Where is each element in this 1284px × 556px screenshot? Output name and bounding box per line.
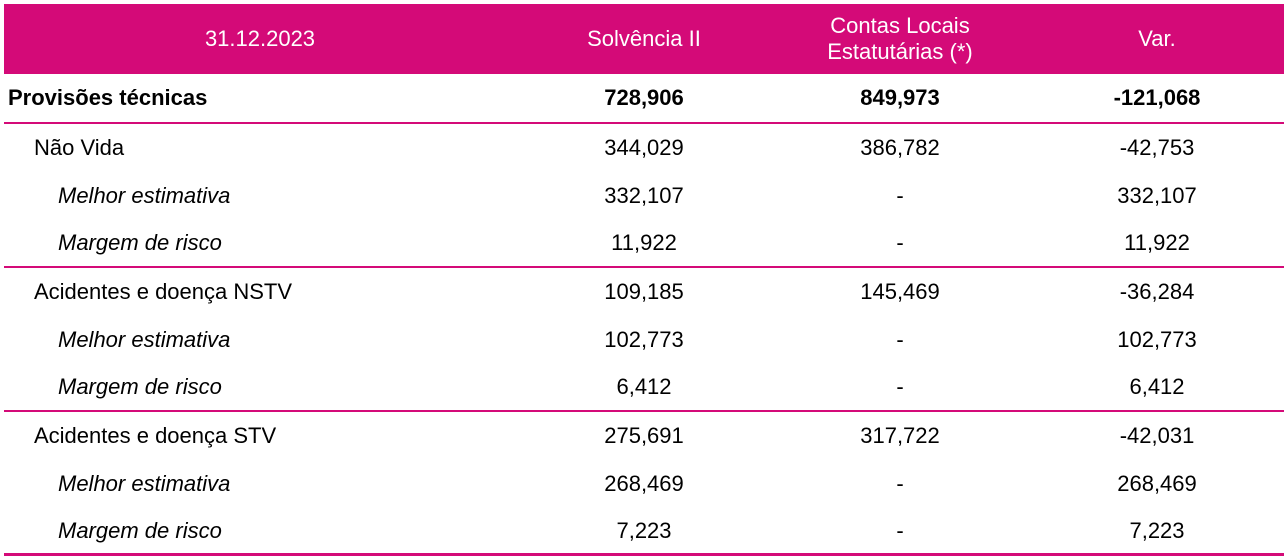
cell-var: 11,922 [1124,230,1190,255]
table-row: Acidentes e doença NSTV 109,185 145,469 -36… [4,268,1284,316]
header-date: 31.12.2023 [204,26,316,51]
cell-solvencia: 6,412 [616,374,672,399]
cell-label: Acidentes e doença STV [34,423,277,448]
table-body: Provisões técnicas 728,906 849,973 -121,068… [4,74,1284,556]
cell-var: 6,412 [1129,374,1185,399]
table-row: Não Vida 344,029 386,782 -42,753 [4,124,1284,172]
cell-label: Margem de risco [58,230,222,255]
cell-label: Não Vida [34,135,125,160]
table-row: Margem de risco 11,922 - 11,922 [4,220,1284,268]
cell-label: Melhor estimativa [58,327,231,352]
table-row: Provisões técnicas 728,906 849,973 -121,068 [4,74,1284,124]
table-row: Melhor estimativa 332,107 - 332,107 [4,172,1284,220]
header-solvencia: Solvência II [587,26,701,51]
header-contas-locais: Contas Locais Estatutárias (*) [772,13,1028,65]
cell-contas: - [896,517,904,543]
table-row: Melhor estimativa 268,469 - 268,469 [4,460,1284,508]
cell-solvencia: 332,107 [604,183,684,208]
table-row: Margem de risco 6,412 - 6,412 [4,364,1284,412]
header-contas-line2: Estatutárias (*) [827,39,973,64]
cell-contas: - [896,327,904,352]
cell-contas: - [896,374,904,399]
cell-var: 7,223 [1129,517,1185,543]
cell-contas: - [896,471,904,496]
cell-var: -121,068 [1113,85,1201,110]
cell-solvencia: 344,029 [604,135,684,160]
technical-provisions-table: 31.12.2023 Solvência II Contas Locais Es… [4,4,1284,556]
table-row: Melhor estimativa 102,773 - 102,773 [4,316,1284,364]
header-var: Var. [1138,26,1176,51]
cell-contas: - [896,183,904,208]
table-header: 31.12.2023 Solvência II Contas Locais Es… [4,4,1284,74]
cell-solvencia: 7,223 [616,517,672,543]
cell-var: 332,107 [1117,183,1197,208]
cell-label: Acidentes e doença NSTV [34,279,293,304]
cell-label: Provisões técnicas [8,85,208,110]
cell-var: 268,469 [1117,471,1197,496]
header-contas-line1: Contas Locais [830,13,970,38]
cell-label: Margem de risco [58,374,222,399]
table-row: Acidentes e doença STV 275,691 317,722 -42,… [4,412,1284,460]
cell-contas: 145,469 [860,279,940,304]
cell-solvencia: 268,469 [604,471,684,496]
cell-solvencia: 102,773 [604,327,684,352]
cell-var: -36,284 [1119,279,1195,304]
cell-var: -42,753 [1119,135,1195,160]
cell-label: Melhor estimativa [58,183,231,208]
table-row: Margem de risco 7,223 - 7,223 [4,508,1284,556]
cell-solvencia: 11,922 [611,230,677,255]
cell-label: Margem de risco [58,517,222,543]
cell-contas: 317,722 [860,423,940,448]
cell-contas: 386,782 [860,135,940,160]
cell-label: Melhor estimativa [58,471,231,496]
cell-solvencia: 728,906 [604,85,684,110]
cell-contas: 849,973 [860,85,940,110]
cell-solvencia: 109,185 [604,279,684,304]
cell-var: -42,031 [1119,423,1195,448]
cell-contas: - [896,230,904,255]
cell-var: 102,773 [1117,327,1197,352]
cell-solvencia: 275,691 [604,423,684,448]
